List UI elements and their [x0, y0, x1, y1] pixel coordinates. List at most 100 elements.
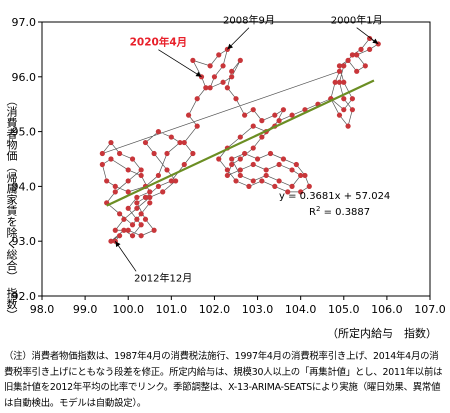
data-point — [246, 183, 252, 189]
data-point — [216, 156, 222, 162]
data-point — [121, 227, 127, 233]
annotation-arrowhead — [115, 241, 121, 248]
x-tick-label: 104.0 — [285, 303, 317, 316]
data-point — [349, 107, 355, 113]
data-point — [250, 123, 256, 129]
data-point — [276, 178, 282, 184]
data-point — [190, 150, 196, 157]
x-tick-label: 101.0 — [156, 303, 188, 316]
annotation-arrowhead — [227, 43, 234, 50]
data-point — [280, 107, 287, 113]
data-point — [177, 139, 183, 146]
footnote: （注）消費者物価指数は、1987年4月の消費税法施行、1997年4月の消費税率引… — [4, 351, 443, 409]
data-point — [276, 161, 282, 168]
data-point — [293, 161, 299, 168]
data-point — [302, 172, 308, 179]
x-tick-label: 98.0 — [30, 303, 55, 316]
chart-canvas: 98.0 99.0 100.0 101.0 102.0 103.0 104.0 105.0 10… — [12, 14, 446, 316]
annotation-arrow — [114, 240, 137, 272]
data-point — [138, 233, 144, 239]
data-point — [229, 156, 235, 162]
data-point — [112, 183, 118, 189]
data-point — [129, 156, 136, 162]
data-point — [367, 35, 373, 42]
data-point — [125, 167, 131, 173]
data-point — [134, 194, 140, 200]
data-point — [181, 139, 187, 146]
data-point — [224, 85, 230, 91]
data-point — [104, 178, 110, 184]
data-point — [112, 227, 118, 233]
data-point — [147, 194, 153, 200]
data-point — [349, 96, 355, 102]
data-point — [367, 46, 373, 53]
trendline-equation: y = 0.3681x + 57.024 — [279, 191, 390, 202]
data-point — [112, 189, 118, 195]
annotation-label: 2008年9月 — [223, 14, 275, 27]
data-point — [289, 183, 295, 189]
y-axis-label: （消費者物価（帰属家賃を除く総合） 指数） — [5, 95, 18, 321]
data-point — [224, 172, 230, 179]
scatter-chart: 98.0 99.0 100.0 101.0 102.0 103.0 104.0 105.0 10… — [5, 14, 446, 340]
data-point — [345, 57, 351, 63]
data-point — [207, 85, 213, 91]
data-point — [108, 139, 114, 146]
x-tick-label: 103.0 — [242, 303, 274, 316]
data-point — [142, 194, 149, 200]
data-point — [211, 74, 218, 80]
data-point — [358, 46, 364, 53]
data-point — [121, 216, 127, 222]
data-point — [354, 52, 360, 58]
data-point — [160, 189, 166, 195]
data-point — [203, 85, 209, 91]
data-point — [298, 189, 304, 195]
data-point — [345, 123, 351, 129]
data-point — [224, 167, 230, 173]
data-point — [125, 205, 131, 211]
data-point — [250, 161, 256, 168]
data-point — [250, 107, 256, 113]
plot-area — [41, 21, 431, 297]
data-point — [151, 227, 157, 233]
data-point — [220, 79, 226, 85]
data-point — [168, 178, 174, 184]
data-point — [263, 172, 269, 179]
data-point — [125, 189, 131, 195]
data-point — [341, 107, 347, 113]
data-point — [285, 189, 291, 195]
data-point — [341, 96, 347, 102]
data-point — [108, 156, 114, 162]
annotation-label: 2020年4月 — [130, 36, 188, 49]
data-point — [298, 172, 304, 179]
data-point — [216, 52, 222, 58]
data-point — [229, 68, 235, 74]
data-point — [181, 161, 187, 168]
data-point — [138, 222, 144, 228]
data-point — [220, 63, 226, 69]
data-point — [233, 96, 239, 102]
data-point — [336, 68, 343, 74]
data-point — [155, 172, 161, 179]
data-point — [259, 134, 265, 140]
data-point — [233, 178, 239, 184]
data-point — [272, 183, 278, 189]
data-point — [237, 57, 243, 63]
data-point — [185, 112, 192, 118]
data-point — [99, 150, 105, 157]
x-axis-label: （所定内給与 指数） — [327, 327, 437, 340]
data-point — [129, 233, 136, 239]
y-tick-label: 97.0 — [12, 16, 37, 29]
data-point — [237, 172, 243, 179]
r-squared-label: R2 = 0.3887 — [309, 205, 370, 218]
data-point — [229, 161, 235, 168]
data-point — [336, 79, 343, 85]
data-point — [336, 112, 343, 118]
data-point — [280, 156, 287, 162]
data-point — [237, 134, 243, 140]
data-point — [147, 200, 153, 206]
data-point — [229, 74, 235, 80]
data-point — [341, 79, 347, 85]
data-point — [138, 172, 144, 179]
data-point — [263, 167, 269, 173]
data-point — [138, 167, 144, 173]
